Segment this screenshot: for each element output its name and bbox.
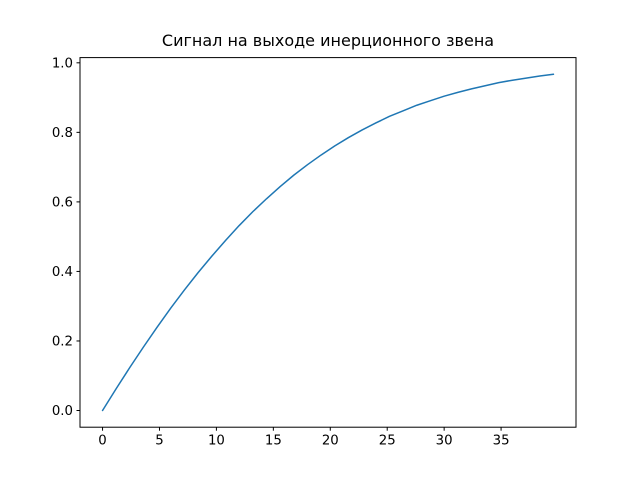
x-tick-label: 0 bbox=[98, 434, 106, 449]
x-tick-label: 15 bbox=[265, 434, 282, 449]
x-tick-label: 30 bbox=[436, 434, 453, 449]
plot-frame bbox=[79, 57, 577, 428]
y-axis-ticks: 0.0 0.2 0.4 0.6 0.8 1.0 bbox=[52, 56, 80, 419]
series-line bbox=[101, 73, 555, 412]
x-tick-label: 5 bbox=[155, 434, 163, 449]
y-tick-label: 0.8 bbox=[52, 126, 73, 141]
y-tick-label: 1.0 bbox=[52, 56, 73, 71]
x-tick-label: 35 bbox=[493, 434, 510, 449]
x-axis-ticks: 0 5 10 15 20 25 30 35 bbox=[98, 427, 510, 449]
x-tick-label: 10 bbox=[208, 434, 225, 449]
y-tick-label: 0.4 bbox=[52, 265, 73, 280]
chart-title: Сигнал на выходе инерционного звена bbox=[161, 31, 495, 50]
y-tick-label: 0.0 bbox=[52, 404, 73, 419]
axes-frame bbox=[79, 57, 577, 428]
x-tick-label: 25 bbox=[379, 434, 396, 449]
y-tick-label: 0.6 bbox=[52, 195, 73, 210]
y-tick-label: 0.2 bbox=[52, 334, 73, 349]
x-tick-label: 20 bbox=[322, 434, 339, 449]
